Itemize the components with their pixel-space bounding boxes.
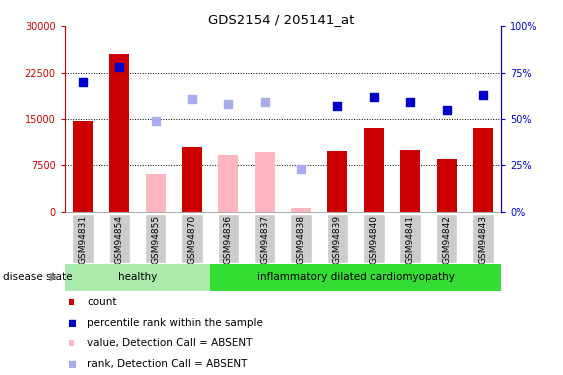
Point: [479, 92, 488, 98]
Bar: [436, 159, 457, 212]
Bar: [328, 151, 347, 212]
Bar: [363, 214, 385, 262]
Point: [67, 320, 76, 326]
Point: [151, 118, 160, 124]
Bar: [182, 147, 202, 212]
Text: ▶: ▶: [50, 272, 59, 282]
Bar: [218, 155, 238, 212]
Text: GDS2154 / 205141_at: GDS2154 / 205141_at: [208, 13, 355, 26]
Text: GSM94839: GSM94839: [333, 215, 342, 264]
Point: [115, 64, 124, 70]
Text: disease state: disease state: [3, 272, 72, 282]
Bar: [65, 264, 210, 291]
Point: [187, 96, 196, 102]
Bar: [146, 174, 166, 212]
Text: value, Detection Call = ABSENT: value, Detection Call = ABSENT: [87, 338, 253, 348]
Bar: [400, 150, 420, 212]
Bar: [364, 128, 384, 212]
Bar: [399, 214, 421, 262]
Bar: [254, 214, 275, 262]
Text: GSM94854: GSM94854: [115, 215, 124, 264]
Bar: [210, 264, 501, 291]
Bar: [472, 214, 494, 262]
Text: GSM94831: GSM94831: [78, 215, 87, 264]
Bar: [291, 214, 312, 262]
Point: [67, 361, 76, 367]
Bar: [218, 214, 239, 262]
Text: GSM94840: GSM94840: [369, 215, 378, 264]
Text: healthy: healthy: [118, 272, 157, 282]
Text: GSM94870: GSM94870: [187, 215, 196, 264]
Text: count: count: [87, 297, 117, 307]
Text: rank, Detection Call = ABSENT: rank, Detection Call = ABSENT: [87, 359, 248, 369]
Text: GSM94837: GSM94837: [260, 215, 269, 264]
Text: GSM94842: GSM94842: [442, 215, 451, 264]
Bar: [72, 214, 93, 262]
Point: [442, 107, 451, 113]
Bar: [254, 153, 275, 212]
Bar: [436, 214, 457, 262]
Point: [369, 94, 378, 100]
Point: [297, 166, 306, 172]
Text: inflammatory dilated cardiomyopathy: inflammatory dilated cardiomyopathy: [257, 272, 454, 282]
Point: [78, 79, 87, 85]
Bar: [181, 214, 203, 262]
Text: GSM94836: GSM94836: [224, 215, 233, 264]
Bar: [109, 214, 130, 262]
Bar: [145, 214, 167, 262]
Text: percentile rank within the sample: percentile rank within the sample: [87, 318, 263, 327]
Text: GSM94838: GSM94838: [297, 215, 306, 264]
Bar: [473, 128, 493, 212]
Point: [406, 99, 415, 105]
Text: GSM94843: GSM94843: [479, 215, 488, 264]
Text: GSM94855: GSM94855: [151, 215, 160, 264]
Bar: [109, 54, 129, 212]
Point: [224, 101, 233, 107]
Bar: [327, 214, 348, 262]
Text: GSM94841: GSM94841: [406, 215, 415, 264]
Point: [260, 99, 269, 105]
Bar: [291, 207, 311, 212]
Point: [333, 103, 342, 109]
Bar: [73, 121, 93, 212]
